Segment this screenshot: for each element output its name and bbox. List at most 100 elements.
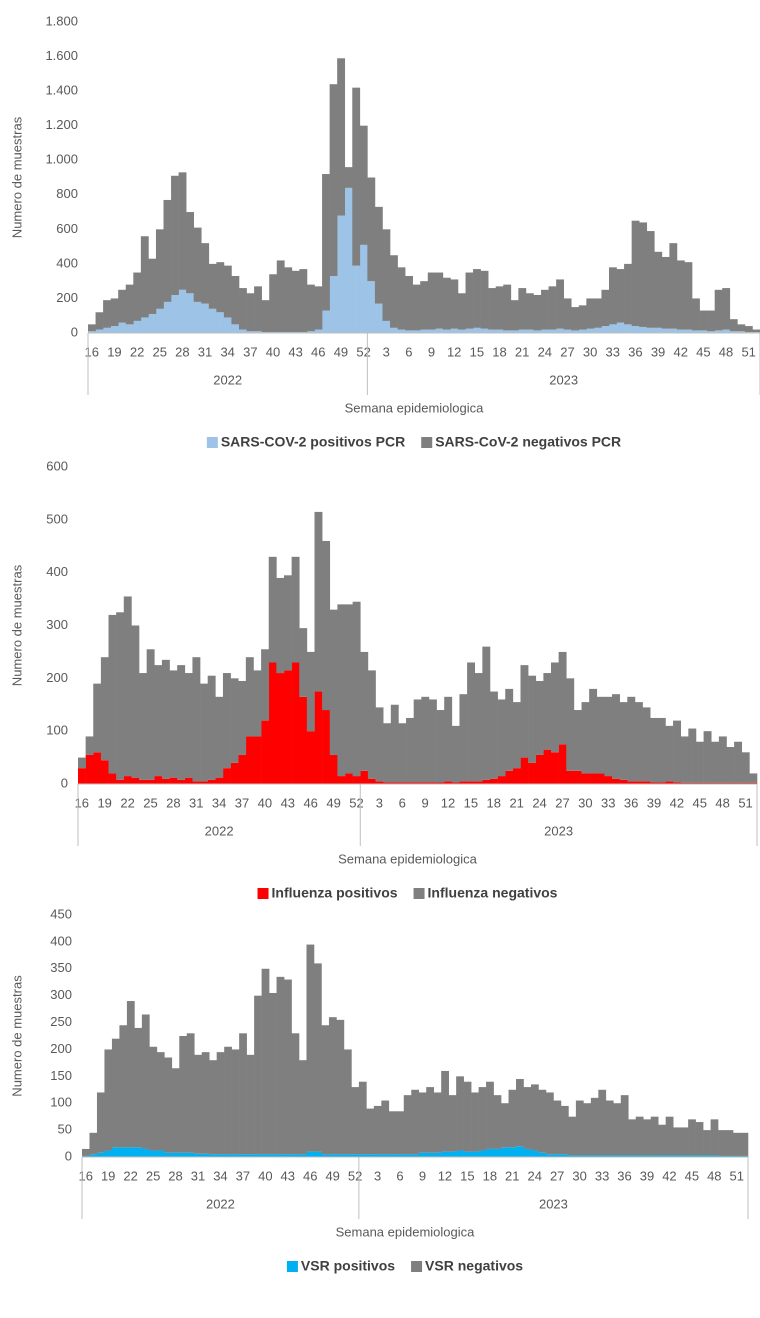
bar — [533, 330, 542, 333]
bar — [382, 229, 391, 321]
bar — [100, 760, 109, 784]
bar — [734, 741, 743, 783]
y-tick-label: 400 — [46, 564, 68, 579]
y-axis-title: Numero de muestras — [9, 564, 24, 686]
bar — [359, 125, 368, 245]
bar — [123, 776, 132, 784]
bar — [418, 1092, 427, 1153]
x-axis-title: Semana epidemiologica — [336, 1224, 476, 1239]
legend: Influenza positivos Influenza negativos — [257, 885, 558, 901]
bar — [551, 752, 559, 784]
bar — [390, 255, 398, 328]
bar — [695, 1122, 704, 1156]
bar — [177, 665, 186, 780]
bar — [118, 322, 127, 333]
bar — [239, 1154, 247, 1157]
y-tick-label: 250 — [50, 1014, 72, 1029]
bar — [261, 968, 270, 1155]
bar — [194, 1153, 203, 1157]
bar — [478, 1150, 487, 1157]
bar — [329, 84, 338, 276]
x-tick-label: 49 — [325, 1168, 339, 1183]
bar — [508, 1089, 517, 1148]
x-tick-label: 3 — [374, 1168, 381, 1183]
bar — [665, 1116, 674, 1156]
x-tick-label: 46 — [303, 795, 317, 810]
bar — [254, 995, 262, 1155]
bar — [486, 1081, 494, 1149]
y-tick-label: 600 — [56, 221, 78, 236]
bar — [171, 1068, 180, 1153]
bar — [186, 1152, 195, 1157]
x-tick-label: 24 — [538, 344, 552, 359]
bar — [246, 293, 255, 332]
bar — [658, 1155, 666, 1157]
bar — [661, 256, 670, 329]
bar — [390, 704, 399, 783]
bar — [367, 177, 376, 282]
bar — [688, 782, 697, 784]
bar — [291, 556, 300, 663]
y-tick-label: 1.400 — [45, 83, 78, 98]
bar — [665, 725, 674, 782]
bar — [703, 782, 712, 784]
bar — [360, 651, 369, 771]
bar — [119, 1025, 128, 1148]
bar — [329, 609, 338, 755]
bar — [467, 781, 476, 784]
bar — [367, 778, 376, 784]
bar — [375, 707, 384, 782]
bar — [634, 702, 643, 782]
bar — [222, 673, 231, 769]
bar — [733, 1132, 741, 1156]
bar — [337, 776, 346, 784]
y-tick-label: 300 — [46, 617, 68, 632]
x-tick-label: 19 — [101, 1168, 115, 1183]
x-tick-label: 9 — [422, 795, 429, 810]
bar — [156, 1150, 165, 1157]
bar — [520, 665, 529, 758]
bar — [593, 298, 602, 328]
bar — [139, 673, 147, 780]
bar — [245, 657, 254, 737]
bar — [78, 757, 86, 769]
bar — [413, 782, 422, 784]
bar — [223, 265, 232, 318]
x-tick-label: 37 — [235, 795, 249, 810]
bar — [538, 1089, 547, 1153]
x-tick-label: 6 — [399, 795, 406, 810]
bar — [478, 1087, 487, 1151]
bar — [566, 678, 575, 771]
bar — [488, 288, 497, 330]
bar — [598, 1155, 607, 1157]
bar — [269, 1154, 277, 1157]
bar — [336, 1154, 345, 1157]
bar — [284, 979, 292, 1155]
y-tick-label: 400 — [56, 255, 78, 270]
bar — [601, 326, 610, 333]
bar — [216, 312, 225, 333]
bar — [231, 1154, 240, 1157]
bar — [533, 294, 542, 331]
bar — [108, 773, 117, 784]
bar — [654, 251, 663, 328]
bar — [456, 1076, 464, 1151]
bar — [314, 286, 323, 330]
bar — [88, 331, 96, 333]
bar — [306, 284, 315, 332]
bar — [133, 320, 142, 333]
bar — [558, 744, 567, 784]
bar — [313, 1151, 322, 1157]
bar — [171, 1152, 180, 1157]
bar — [619, 702, 628, 780]
y-tick-label: 0 — [65, 1148, 72, 1163]
bar — [722, 288, 731, 330]
x-tick-label: 19 — [107, 344, 121, 359]
bar — [420, 329, 429, 333]
bar — [495, 329, 504, 333]
bar — [276, 673, 285, 784]
bar — [381, 1100, 390, 1155]
bar — [85, 754, 94, 784]
bar — [734, 782, 743, 784]
